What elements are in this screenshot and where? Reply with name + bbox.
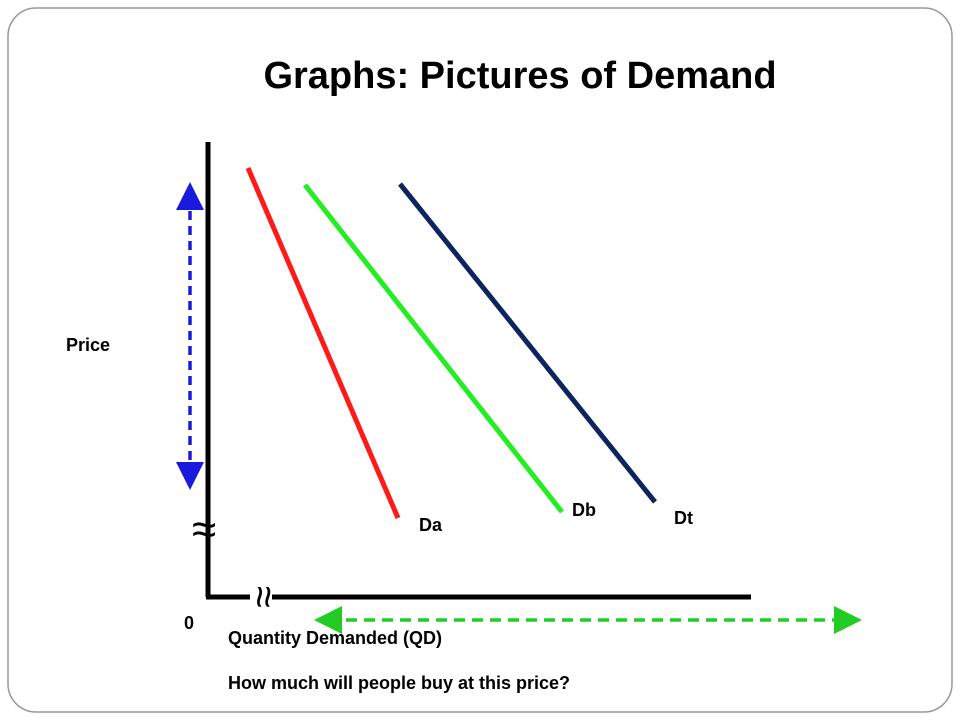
axis-break: ≈: [241, 586, 285, 608]
slide-frame: [7, 7, 953, 713]
x-axis-label: Quantity Demanded (QD): [228, 628, 442, 648]
demand-curve: [303, 183, 564, 514]
demand-curve: [245, 167, 401, 519]
y-axis-label: Price: [66, 335, 110, 355]
axis-break: ≈: [192, 505, 216, 554]
question: How much will people buy at this price?: [228, 673, 570, 693]
axis-gap: [250, 580, 272, 614]
curve-label: Dt: [674, 508, 693, 528]
title: Graphs: Pictures of Demand: [263, 55, 776, 97]
demand-curve: [398, 182, 657, 504]
curve-label: Db: [572, 500, 596, 520]
curve-label: Da: [419, 515, 443, 535]
origin-label: 0: [184, 613, 194, 633]
